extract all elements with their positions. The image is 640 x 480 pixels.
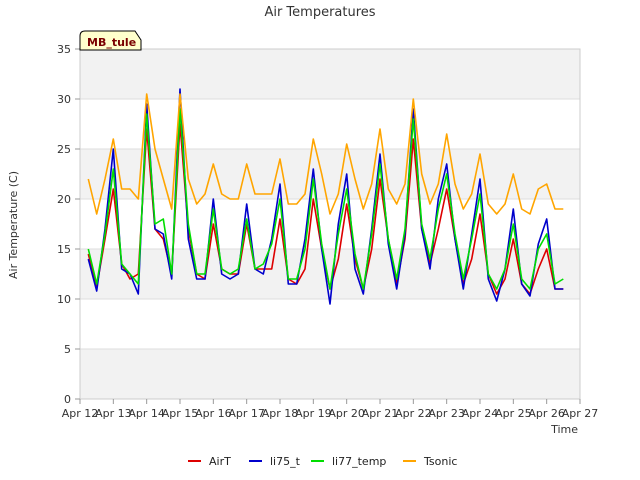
series-line-tsonic (87, 93, 564, 215)
x-tick-label: Apr 12 (62, 407, 99, 420)
y-tick-label: 30 (57, 93, 71, 106)
x-tick-label: Apr 21 (362, 407, 399, 420)
station-badge: MB_tule (79, 30, 142, 51)
y-tick-label: 25 (57, 143, 71, 156)
x-tick-label: Apr 22 (395, 407, 432, 420)
y-tick-label: 0 (64, 393, 71, 406)
x-tick-label: Apr 18 (262, 407, 299, 420)
legend-label: AirT (209, 455, 231, 468)
x-tick-label: Apr 15 (162, 407, 199, 420)
series-line-li77-temp (87, 108, 564, 290)
plot-frame (79, 48, 581, 400)
station-badge-shape (79, 30, 142, 51)
x-tick-label: Apr 26 (528, 407, 565, 420)
x-tick-label: Apr 16 (195, 407, 232, 420)
plot-band (80, 249, 580, 299)
x-tick-label: Apr 13 (95, 407, 132, 420)
x-tick-label: Apr 20 (328, 407, 365, 420)
chart-title: Air Temperatures (264, 5, 375, 20)
legend-label: Tsonic (423, 455, 457, 468)
y-tick-label: 5 (64, 343, 71, 356)
x-tick-label: Apr 24 (462, 407, 499, 420)
plot-band (80, 49, 580, 99)
y-tick-label: 20 (57, 193, 71, 206)
x-tick-label: Apr 23 (428, 407, 465, 420)
x-tick-label: Apr 27 (562, 407, 599, 420)
series-layer (87, 88, 564, 305)
station-label: MB_tule (87, 36, 136, 49)
x-tick-label: Apr 17 (228, 407, 265, 420)
y-tick-label: 15 (57, 243, 71, 256)
legend-label: li77_temp (332, 455, 386, 468)
y-tick-label: 35 (57, 43, 71, 56)
x-tick-label: Apr 14 (128, 407, 165, 420)
x-axis-title: Time (550, 423, 578, 436)
plot-bands (80, 49, 580, 399)
legend-label: li75_t (270, 455, 301, 468)
y-axis-title: Air Temperature (C) (7, 171, 20, 279)
y-axis-ticks: 0 5 10 15 20 25 30 35 (57, 43, 80, 406)
legend: AirT li75_t li77_temp Tsonic (188, 455, 457, 468)
plot-band (80, 149, 580, 199)
x-tick-label: Apr 25 (495, 407, 532, 420)
y-tick-label: 10 (57, 293, 71, 306)
plot-band (80, 349, 580, 399)
x-tick-label: Apr 19 (295, 407, 332, 420)
